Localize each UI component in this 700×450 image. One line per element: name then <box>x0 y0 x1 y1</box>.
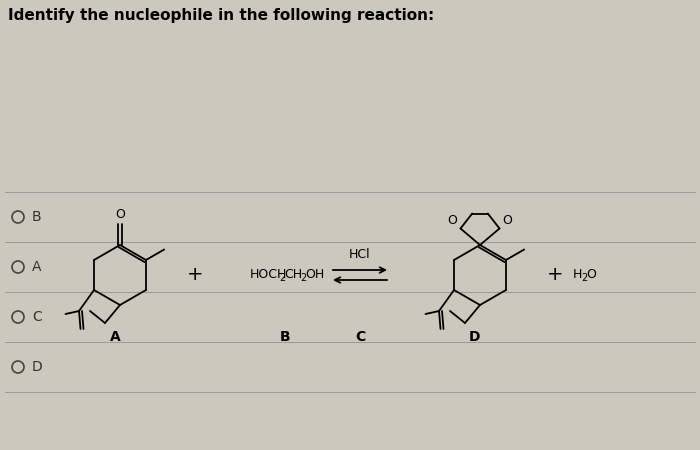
Text: H: H <box>573 269 582 282</box>
Text: +: + <box>547 266 564 284</box>
Text: CH: CH <box>284 269 302 282</box>
Text: O: O <box>586 269 596 282</box>
Text: A: A <box>110 330 120 344</box>
Text: HOCH: HOCH <box>250 269 288 282</box>
Text: D: D <box>469 330 481 344</box>
Text: 2: 2 <box>581 273 587 283</box>
Text: 2: 2 <box>300 273 307 283</box>
Text: B: B <box>32 210 41 224</box>
Text: OH: OH <box>305 269 324 282</box>
Text: D: D <box>32 360 43 374</box>
Text: 2: 2 <box>279 273 286 283</box>
Text: A: A <box>32 260 41 274</box>
Text: Identify the nucleophile in the following reaction:: Identify the nucleophile in the followin… <box>8 8 434 23</box>
Text: B: B <box>280 330 290 344</box>
Text: O: O <box>115 208 125 221</box>
Text: O: O <box>503 213 512 226</box>
Text: C: C <box>355 330 365 344</box>
Text: +: + <box>187 266 203 284</box>
Text: O: O <box>447 213 458 226</box>
Text: C: C <box>32 310 42 324</box>
Text: HCl: HCl <box>349 248 371 261</box>
